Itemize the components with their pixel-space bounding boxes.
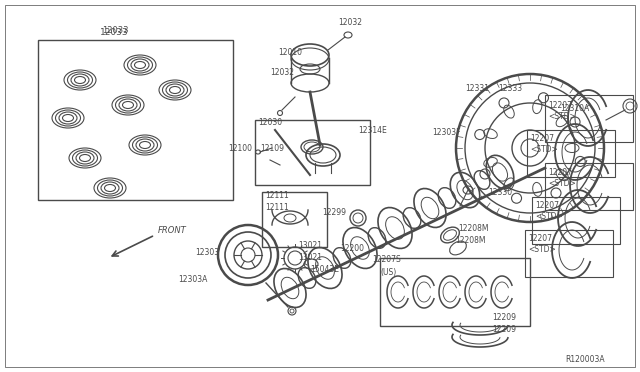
Bar — [255, 120, 370, 185]
Bar — [527, 130, 615, 177]
Bar — [525, 230, 613, 277]
Text: 12111: 12111 — [265, 202, 289, 212]
Bar — [545, 163, 633, 210]
Text: 13021: 13021 — [298, 241, 322, 250]
Text: 12330: 12330 — [488, 187, 512, 196]
Text: 12208M: 12208M — [458, 224, 488, 232]
Bar — [532, 197, 620, 244]
Text: 12333: 12333 — [498, 83, 522, 93]
Text: 13021: 13021 — [298, 253, 322, 263]
Text: 12209: 12209 — [492, 314, 516, 323]
Text: 12200: 12200 — [340, 244, 364, 253]
Text: 12032: 12032 — [270, 67, 294, 77]
Text: 12207S: 12207S — [372, 256, 401, 264]
Text: 12299: 12299 — [322, 208, 346, 217]
Text: 12207: 12207 — [530, 134, 554, 142]
Bar — [380, 258, 530, 326]
Text: <STD>: <STD> — [535, 212, 563, 221]
Text: 12010: 12010 — [278, 48, 302, 57]
Text: R120003A: R120003A — [565, 356, 605, 365]
Text: 12209: 12209 — [492, 326, 516, 334]
Text: 12032: 12032 — [338, 17, 362, 26]
Text: 12331: 12331 — [465, 83, 489, 93]
Text: 12109: 12109 — [260, 144, 284, 153]
Text: 12207: 12207 — [528, 234, 552, 243]
Text: 12100: 12100 — [228, 144, 252, 153]
Text: <STD>: <STD> — [530, 144, 557, 154]
Text: <STD>: <STD> — [528, 244, 556, 253]
Text: 12207: 12207 — [535, 201, 559, 209]
Text: <STD>: <STD> — [548, 179, 576, 187]
Text: 12314E: 12314E — [358, 125, 387, 135]
Text: 12310A: 12310A — [560, 103, 589, 112]
Text: 12208M: 12208M — [455, 235, 486, 244]
Text: 12207: 12207 — [548, 167, 572, 176]
Text: 12303: 12303 — [195, 247, 219, 257]
Text: 12033: 12033 — [102, 26, 128, 35]
Text: 15043E: 15043E — [310, 266, 339, 275]
Text: FRONT: FRONT — [158, 225, 187, 234]
Bar — [262, 192, 327, 247]
Bar — [545, 95, 633, 142]
Text: 12033: 12033 — [100, 28, 129, 36]
Bar — [38, 40, 233, 200]
Text: (US): (US) — [380, 267, 396, 276]
Text: 12303A: 12303A — [178, 276, 207, 285]
Text: 12207: 12207 — [548, 100, 572, 109]
Text: 12030: 12030 — [258, 118, 282, 126]
Text: <STD>: <STD> — [548, 112, 576, 121]
Text: 12303F: 12303F — [432, 128, 461, 137]
Text: 12111: 12111 — [265, 190, 289, 199]
